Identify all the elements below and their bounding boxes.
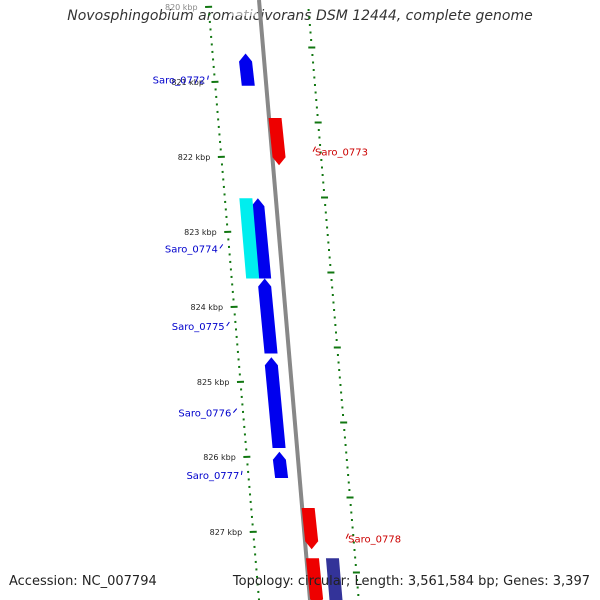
gene-label-leader <box>207 75 209 80</box>
tick-label: 820 kbp <box>165 3 198 12</box>
genome-title: Novosphingobium aromaticivorans DSM 1244… <box>67 8 533 24</box>
gene-label-saro_0778[interactable]: Saro_0778 <box>348 535 401 546</box>
selection-highlight <box>231 0 257 16</box>
tick-label: 822 kbp <box>178 153 211 162</box>
gene-label-leader <box>232 408 238 413</box>
gene-label-saro_0773[interactable]: Saro_0773 <box>315 148 368 159</box>
gene-label-saro_0774[interactable]: Saro_0774 <box>165 244 218 255</box>
gene-saro_0777[interactable] <box>272 451 289 478</box>
gene-label-saro_0777[interactable]: Saro_0777 <box>186 471 239 482</box>
topology-text: Topology: circular; Length: 3,561,584 bp… <box>232 574 590 589</box>
tick-label: 824 kbp <box>190 303 223 312</box>
gene-label-saro_0772[interactable]: Saro_0772 <box>153 76 206 87</box>
accession-text: Accession: NC_007794 <box>9 574 157 589</box>
tick-label: 823 kbp <box>184 228 217 237</box>
gene-label-leader <box>219 244 224 249</box>
gene-reverse-feature[interactable] <box>305 558 324 600</box>
gene-label-leader <box>345 533 349 539</box>
gene-saro_0776[interactable] <box>264 357 286 448</box>
gene-label-saro_0776[interactable]: Saro_0776 <box>178 409 231 420</box>
genome-backbone <box>257 0 312 600</box>
gene-saro_0773[interactable] <box>268 118 286 166</box>
tick-label: 825 kbp <box>197 378 230 387</box>
gene-label-leader <box>240 470 243 475</box>
tick-label: 821 kbp <box>171 78 204 87</box>
tick-label: 827 kbp <box>210 528 243 537</box>
gene-other-feature[interactable] <box>325 558 343 600</box>
gene-rna-feature[interactable] <box>239 198 260 279</box>
gene-label-leader <box>312 146 316 152</box>
tick-rings <box>205 5 360 600</box>
gene-label-leader <box>226 321 230 327</box>
gene-saro_0772[interactable] <box>239 53 255 86</box>
gene-saro_0778[interactable] <box>301 508 319 550</box>
gene-label-saro_0775[interactable]: Saro_0775 <box>172 322 225 333</box>
tick-label: 826 kbp <box>203 453 236 462</box>
gene-saro_0775[interactable] <box>258 278 278 354</box>
